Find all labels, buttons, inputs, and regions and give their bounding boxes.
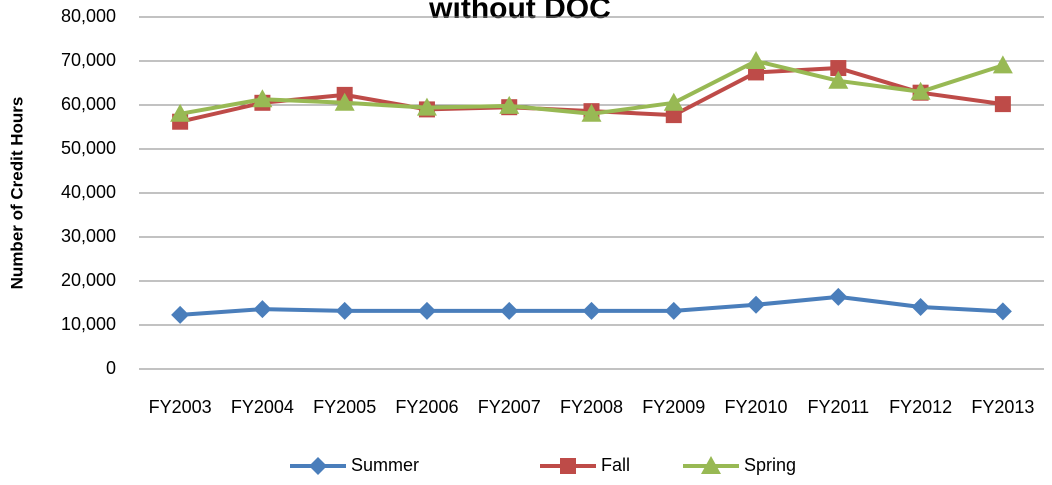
marker xyxy=(993,302,1012,321)
x-tick-label: FY2013 xyxy=(971,397,1034,417)
x-tick-label: FY2009 xyxy=(642,397,705,417)
legend-label: Fall xyxy=(601,455,630,475)
y-axis-label: Number of Credit Hours xyxy=(7,97,26,290)
x-tick-label: FY2010 xyxy=(725,397,788,417)
marker xyxy=(253,300,272,319)
x-tick-label: FY2008 xyxy=(560,397,623,417)
chart-title: without DOC xyxy=(428,0,611,25)
marker xyxy=(171,305,190,324)
marker xyxy=(830,60,847,77)
marker xyxy=(910,81,931,100)
x-tick-label: FY2005 xyxy=(313,397,376,417)
marker xyxy=(829,287,848,306)
marker xyxy=(335,301,354,320)
y-tick-label: 50,000 xyxy=(61,138,116,158)
marker xyxy=(500,301,519,320)
y-tick-label: 20,000 xyxy=(61,270,116,290)
marker xyxy=(334,92,355,111)
marker xyxy=(746,51,767,69)
marker xyxy=(581,103,602,122)
legend-marker xyxy=(309,457,327,475)
x-tick-label: FY2007 xyxy=(478,397,541,417)
x-tick-label: FY2011 xyxy=(807,397,869,417)
x-tick-label: FY2006 xyxy=(395,397,458,417)
marker xyxy=(992,55,1013,74)
marker xyxy=(911,297,930,316)
marker xyxy=(417,301,436,320)
legend-label: Summer xyxy=(351,455,419,475)
y-tick-label: 80,000 xyxy=(61,6,116,26)
marker xyxy=(747,295,766,314)
marker xyxy=(170,103,191,122)
y-tick-label: 0 xyxy=(106,358,116,378)
marker xyxy=(665,107,682,124)
x-tick-label: FY2012 xyxy=(889,397,952,417)
y-tick-label: 30,000 xyxy=(61,226,116,246)
marker xyxy=(664,301,683,320)
marker xyxy=(828,70,849,89)
legend-label: Spring xyxy=(744,455,796,475)
y-tick-label: 10,000 xyxy=(61,314,116,334)
y-tick-label: 70,000 xyxy=(61,50,116,70)
y-tick-label: 40,000 xyxy=(61,182,116,202)
x-tick-label: FY2004 xyxy=(231,397,294,417)
legend-marker xyxy=(560,458,576,474)
marker xyxy=(499,95,520,114)
marker xyxy=(994,96,1011,113)
marker xyxy=(582,301,601,320)
marker xyxy=(416,97,437,116)
x-tick-label: FY2003 xyxy=(149,397,212,417)
legend-marker xyxy=(701,456,721,474)
marker xyxy=(252,89,273,108)
marker xyxy=(663,92,684,111)
y-tick-label: 60,000 xyxy=(61,94,116,114)
